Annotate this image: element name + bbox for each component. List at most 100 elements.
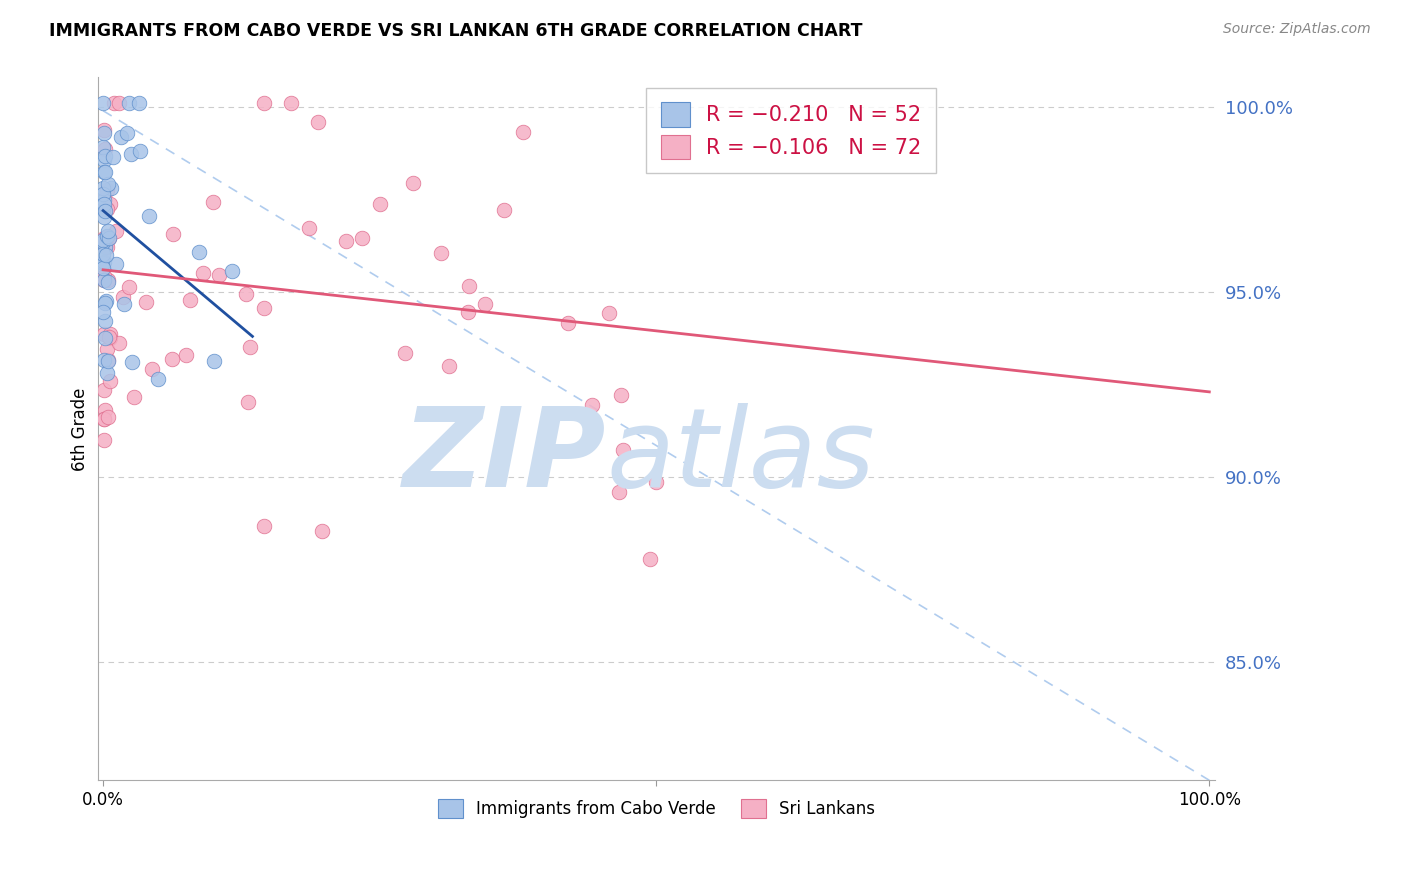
Point [581, 398, 603, 412]
Point [117, 96, 139, 111]
Point [98, 326, 121, 341]
Text: Source: ZipAtlas.com: Source: ZipAtlas.com [1223, 22, 1371, 37]
Y-axis label: 6th Grade: 6th Grade [72, 387, 89, 471]
Point [135, 294, 157, 309]
Point [239, 340, 262, 354]
Point [97, 178, 120, 192]
Point [221, 264, 243, 278]
Point [612, 443, 634, 458]
Point [103, 96, 125, 111]
Point [104, 224, 127, 238]
Point [96, 202, 118, 216]
Point [128, 96, 150, 111]
Point [368, 197, 391, 211]
Point [202, 194, 225, 209]
Point [138, 209, 160, 223]
Point [253, 301, 276, 316]
Point [97, 409, 120, 424]
Point [110, 129, 132, 144]
Point [93, 153, 115, 167]
Point [93, 240, 115, 254]
Point [598, 306, 620, 320]
Point [298, 220, 321, 235]
Point [97, 231, 120, 245]
Point [93, 233, 115, 247]
Point [94, 204, 117, 219]
Point [96, 183, 118, 197]
Point [107, 335, 129, 350]
Point [93, 231, 115, 245]
Point [93, 412, 115, 426]
Point [94, 239, 117, 253]
Point [350, 230, 373, 244]
Point [235, 287, 257, 301]
Point [96, 342, 118, 356]
Point [208, 268, 231, 282]
Point [91, 186, 114, 201]
Point [430, 245, 453, 260]
Point [128, 144, 150, 158]
Point [437, 359, 460, 374]
Point [97, 275, 120, 289]
Point [96, 248, 118, 262]
Point [335, 234, 357, 248]
Point [94, 165, 117, 179]
Point [179, 293, 201, 308]
Point [120, 147, 142, 161]
Point [93, 194, 115, 208]
Point [97, 231, 120, 245]
Point [202, 354, 225, 368]
Point [93, 402, 115, 417]
Point [96, 240, 118, 254]
Point [93, 412, 115, 426]
Point [307, 114, 329, 128]
Point [93, 273, 115, 287]
Point [91, 235, 114, 250]
Point [91, 202, 114, 216]
Point [253, 518, 276, 533]
Point [91, 256, 114, 270]
Point [93, 165, 115, 179]
Point [96, 366, 118, 380]
Point [458, 279, 481, 293]
Point [115, 126, 138, 140]
Legend: Immigrants from Cabo Verde, Sri Lankans: Immigrants from Cabo Verde, Sri Lankans [430, 792, 882, 825]
Point [394, 346, 416, 360]
Point [97, 272, 120, 286]
Point [97, 352, 120, 367]
Point [94, 148, 117, 162]
Point [97, 224, 120, 238]
Point [93, 326, 115, 341]
Point [96, 228, 118, 243]
Point [91, 261, 114, 276]
Point [105, 257, 128, 271]
Point [96, 294, 118, 309]
Point [91, 247, 114, 261]
Point [174, 348, 197, 362]
Point [193, 266, 215, 280]
Point [146, 372, 169, 386]
Point [94, 330, 117, 344]
Point [93, 433, 115, 447]
Point [474, 296, 496, 310]
Point [93, 383, 115, 397]
Point [645, 475, 668, 490]
Point [93, 268, 115, 283]
Point [91, 305, 114, 319]
Point [100, 197, 122, 211]
Point [141, 362, 163, 376]
Point [557, 316, 579, 330]
Point [91, 180, 114, 194]
Point [160, 351, 183, 366]
Point [112, 290, 135, 304]
Point [122, 390, 145, 404]
Point [93, 197, 115, 211]
Point [280, 96, 302, 111]
Point [93, 123, 115, 137]
Point [97, 330, 120, 344]
Point [112, 296, 135, 310]
Point [512, 125, 534, 139]
Point [108, 96, 131, 111]
Point [94, 314, 117, 328]
Point [121, 354, 143, 368]
